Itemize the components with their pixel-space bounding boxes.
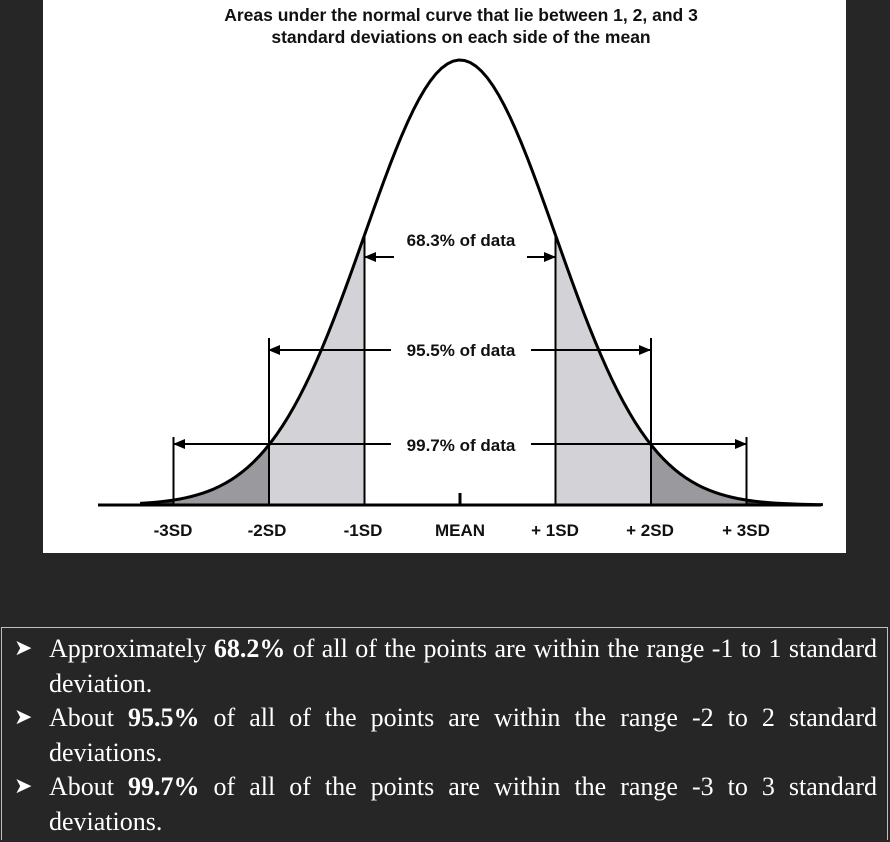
- bullet-3-value: 99.7%: [128, 772, 200, 801]
- tick-label-plus-1sd: + 1SD: [531, 521, 579, 540]
- band-1-label: 68.3% of data: [407, 231, 516, 250]
- bullet-3-prefix: About: [49, 772, 129, 801]
- tick-label-plus-3sd: + 3SD: [722, 521, 770, 540]
- band-2-label: 95.5% of data: [407, 341, 516, 360]
- tick-label-minus-2sd: -2SD: [248, 521, 287, 540]
- tick-label-mean: MEAN: [435, 521, 485, 540]
- shade-left-2-3sd: [173, 444, 269, 505]
- bullet-1-suffix: of all of the points are within the rang…: [49, 634, 877, 698]
- normal-curve-figure: Areas under the normal curve that lie be…: [43, 0, 846, 553]
- tick-label-minus-1sd: -1SD: [344, 521, 383, 540]
- normal-curve: [139, 58, 823, 507]
- tick-label-minus-3sd: -3SD: [154, 521, 193, 540]
- arrowhead-bullet-icon: ➤: [14, 774, 33, 799]
- bullet-item-3: ➤ About 99.7% of all of the points are w…: [12, 770, 877, 839]
- tick-label-plus-2sd: + 2SD: [626, 521, 674, 540]
- bullet-1-value: 68.2%: [213, 634, 286, 663]
- bullet-2-suffix: of all of the points are within the rang…: [49, 703, 877, 767]
- bullet-1-prefix: Approximately: [49, 634, 214, 663]
- normal-curve-svg: Areas under the normal curve that lie be…: [98, 5, 823, 540]
- bullet-item-2: ➤ About 95.5% of all of the points are w…: [12, 701, 877, 770]
- bullet-list: ➤ Approximately 68.2% of all of the poin…: [1, 627, 888, 840]
- bullet-3-suffix: of all of the points are within the rang…: [49, 772, 877, 836]
- bullet-2-value: 95.5%: [128, 703, 200, 732]
- arrowhead-bullet-icon: ➤: [14, 705, 33, 730]
- band-3-label: 99.7% of data: [407, 436, 516, 455]
- bullet-item-1: ➤ Approximately 68.2% of all of the poin…: [12, 632, 877, 701]
- bullet-2-prefix: About: [49, 703, 129, 732]
- shade-right-2-3sd: [651, 444, 747, 505]
- figure-title-line-2: standard deviations on each side of the …: [271, 27, 650, 47]
- arrowhead-bullet-icon: ➤: [14, 636, 33, 661]
- figure-title-line-1: Areas under the normal curve that lie be…: [224, 5, 698, 25]
